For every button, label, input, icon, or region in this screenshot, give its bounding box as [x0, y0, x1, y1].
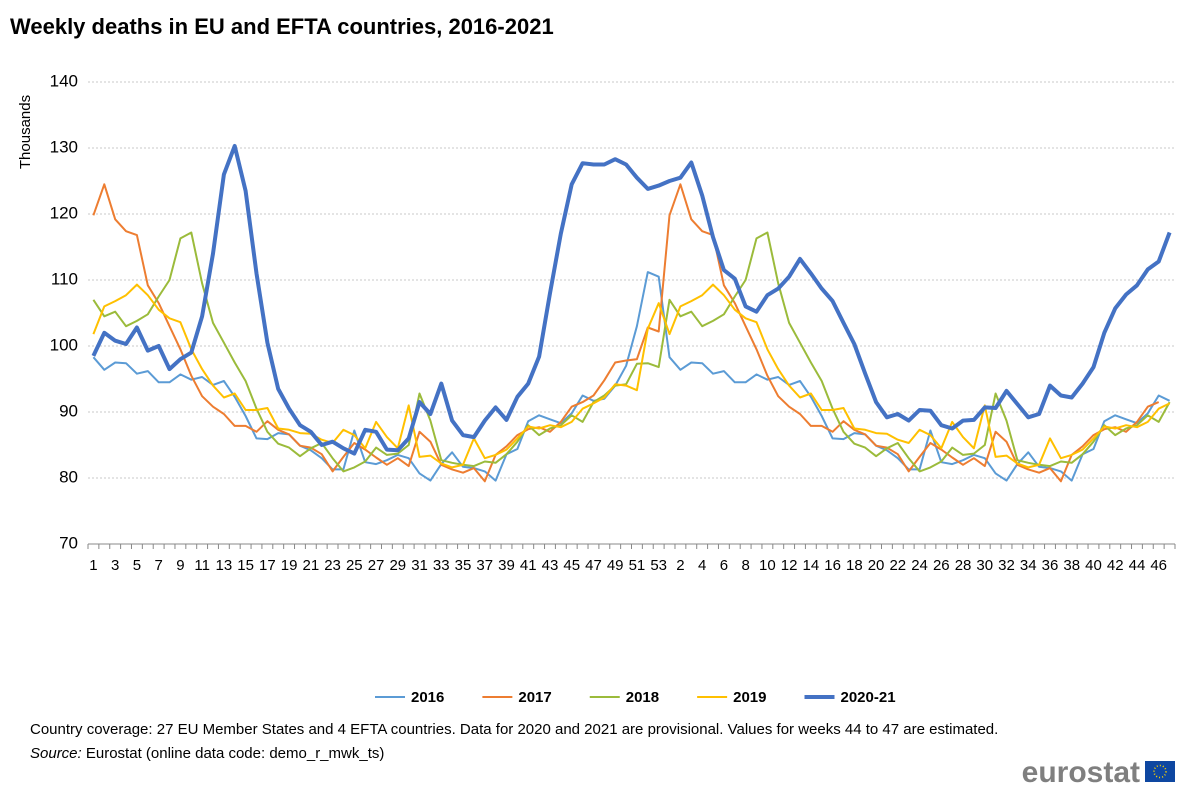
flag-stars [1153, 764, 1167, 779]
x-tick-label: 12 [781, 557, 798, 574]
chart-title: Weekly deaths in EU and EFTA countries, … [10, 14, 554, 39]
x-tick-label: 30 [976, 557, 993, 574]
x-tick-label: 40 [1085, 557, 1102, 574]
source-label: Source: [30, 745, 82, 762]
source-line: Source: Eurostat (online data code: demo… [30, 745, 384, 762]
x-tick-label: 43 [542, 557, 559, 574]
x-tick-label: 49 [607, 557, 624, 574]
x-tick-label: 39 [498, 557, 515, 574]
series-line [91, 144, 1172, 456]
logo: eurostat [1022, 756, 1140, 789]
x-tick-label: 25 [346, 557, 363, 574]
x-tick-label: 44 [1129, 557, 1146, 574]
y-tick-label: 80 [59, 467, 78, 486]
x-tick-label: 46 [1150, 557, 1167, 574]
x-tick-label: 11 [194, 557, 210, 574]
x-tick-label: 6 [720, 557, 728, 574]
y-tick-label: 140 [50, 71, 78, 90]
x-tick-label: 10 [759, 557, 776, 574]
x-tick-label: 23 [324, 557, 341, 574]
y-tick-label: 70 [59, 533, 78, 552]
x-tick-label: 42 [1107, 557, 1124, 574]
legend-label: 2018 [626, 689, 659, 706]
x-tick-label: 53 [650, 557, 667, 574]
x-tick-label: 51 [629, 557, 646, 574]
note: Country coverage: 27 EU Member States an… [30, 721, 998, 738]
x-tick-label: 22 [889, 557, 906, 574]
x-tick-label: 28 [955, 557, 972, 574]
eu-flag [1145, 761, 1175, 782]
legend-label: 2017 [518, 689, 551, 706]
x-tick-label: 8 [741, 557, 749, 574]
series-line [92, 283, 1171, 469]
x-tick-label: 4 [698, 557, 706, 574]
x-tick-label: 7 [154, 557, 162, 574]
y-tick-label: 100 [50, 335, 78, 354]
x-tick-label: 47 [585, 557, 602, 574]
series-line [92, 231, 1171, 473]
series-line [92, 271, 1171, 482]
x-tick-label: 33 [433, 557, 450, 574]
legend-label: 2016 [411, 689, 444, 706]
x-tick-label: 5 [133, 557, 141, 574]
x-tick-label: 2 [676, 557, 684, 574]
source: Eurostat (online data code: demo_r_mwk_t… [86, 745, 384, 762]
x-tick-label: 26 [933, 557, 950, 574]
series-line [92, 183, 1160, 483]
x-tick-label: 27 [368, 557, 385, 574]
y-tick-label: 130 [50, 137, 78, 156]
x-tick-label: 29 [389, 557, 406, 574]
x-tick-label: 15 [237, 557, 254, 574]
x-tick-label: 1 [89, 557, 97, 574]
legend-label: 2020-21 [841, 689, 896, 706]
x-tick-label: 34 [1020, 557, 1037, 574]
x-tick-label: 9 [176, 557, 184, 574]
y-tick-label: 90 [59, 401, 78, 420]
x-tick-label: 17 [259, 557, 276, 574]
x-tick-label: 19 [281, 557, 298, 574]
y-tick-label: 120 [50, 203, 78, 222]
x-tick-label: 32 [998, 557, 1015, 574]
x-tick-label: 16 [824, 557, 841, 574]
x-tick-label: 45 [563, 557, 580, 574]
flag [1145, 761, 1175, 782]
x-tick-label: 31 [411, 557, 428, 574]
y-axis-label: Thousands [17, 95, 34, 169]
x-tick-label: 20 [868, 557, 885, 574]
x-tick-label: 13 [216, 557, 233, 574]
x-tick-label: 38 [1063, 557, 1080, 574]
x-tick-label: 35 [455, 557, 472, 574]
x-tick-label: 3 [111, 557, 119, 574]
x-tick-label: 18 [846, 557, 863, 574]
x-tick-label: 21 [302, 557, 319, 574]
x-tick-label: 14 [803, 557, 820, 574]
x-tick-label: 24 [911, 557, 928, 574]
x-tick-label: 37 [476, 557, 493, 574]
y-tick-label: 110 [51, 269, 78, 288]
legend-label: 2019 [733, 689, 766, 706]
x-tick-label: 36 [1042, 557, 1059, 574]
x-tick-label: 41 [520, 557, 537, 574]
